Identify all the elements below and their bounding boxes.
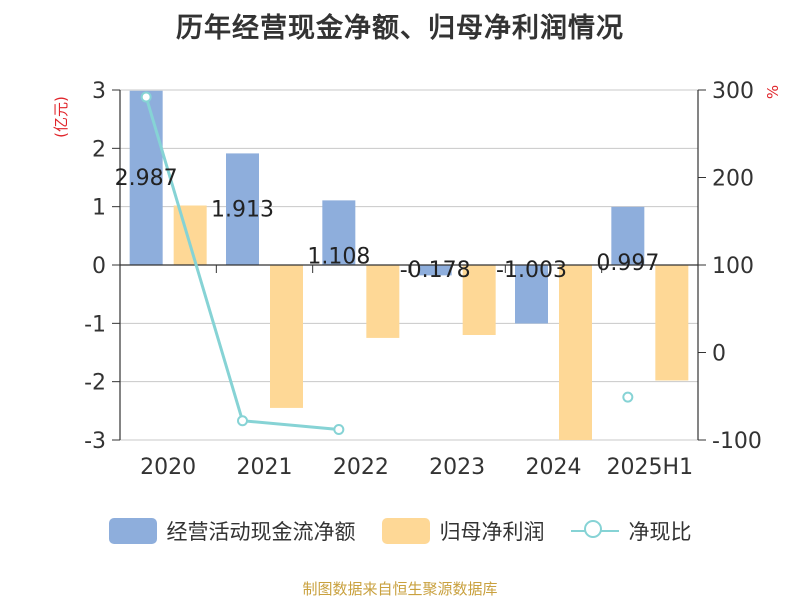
legend-label-cashflow: 经营活动现金流净额 [166,520,356,544]
bar-net-profit [173,205,207,265]
legend: 经营活动现金流净额 归母净利润 净现比 [0,516,800,546]
y-left-axis-title: (亿元) [52,96,70,138]
x-tick-label: 2021 [237,455,293,480]
x-tick-label: 2023 [429,455,485,480]
x-tick-label: 2024 [526,455,582,480]
legend-label-net-profit: 归母净利润 [439,520,545,544]
bar-net-profit [655,265,689,381]
y-right-tick-label: 300 [712,79,754,104]
y-right-tick-label: 200 [712,167,754,192]
legend-swatch-cash-ratio [570,518,619,544]
data-label-cashflow: 0.997 [596,251,659,276]
point-cash-ratio [237,415,248,427]
x-tick-label: 2022 [333,455,389,480]
legend-swatch-net-profit [381,518,430,544]
x-tick-label: 2025H1 [607,455,694,480]
legend-label-cash-ratio: 净现比 [628,520,692,544]
y-left-tick-label: -3 [84,429,106,454]
x-tick-label: 2020 [140,455,196,480]
bar-cashflow [515,265,548,324]
point-cash-ratio [140,91,152,103]
legend-item-cashflow[interactable]: 经营活动现金流净额 [108,516,356,546]
y-right-tick-label: 100 [712,254,754,279]
data-label-cashflow: 2.987 [115,166,178,191]
source-note: 制图数据来自恒生聚源数据库 [302,580,498,598]
y-left-tick-label: -1 [84,312,106,337]
y-left-tick-label: 3 [92,79,106,104]
bar-net-profit [270,265,303,408]
chart-title: 历年经营现金净额、归母净利润情况 [176,13,624,44]
point-cash-ratio [622,391,634,403]
y-left-tick-label: 1 [92,196,106,221]
bar-cashflow [611,206,645,265]
legend-swatch-cashflow [108,518,157,544]
point-cash-ratio [333,424,345,435]
y-left-tick-label: 0 [92,254,106,279]
legend-item-net-profit[interactable]: 归母净利润 [381,516,545,546]
bar-net-profit [462,265,496,335]
bar-cashflow [129,90,163,265]
y-left-tick-label: -2 [84,371,106,396]
y-right-axis-title: % [764,85,782,99]
legend-item-cash-ratio[interactable]: 净现比 [570,516,692,546]
bar-cashflow [226,153,259,265]
bar-net-profit [366,265,400,338]
data-label-cashflow: -0.178 [400,258,471,283]
data-label-cashflow: -1.003 [496,258,567,283]
y-left-tick-label: 2 [92,137,106,162]
data-label-cashflow: 1.913 [211,197,274,222]
bar-net-profit [559,265,592,440]
bar-cashflow [418,265,452,276]
bar-cashflow [322,200,356,265]
data-label-cashflow: 1.108 [307,244,370,269]
y-right-tick-label: -100 [712,429,762,454]
y-right-tick-label: 0 [712,342,726,367]
